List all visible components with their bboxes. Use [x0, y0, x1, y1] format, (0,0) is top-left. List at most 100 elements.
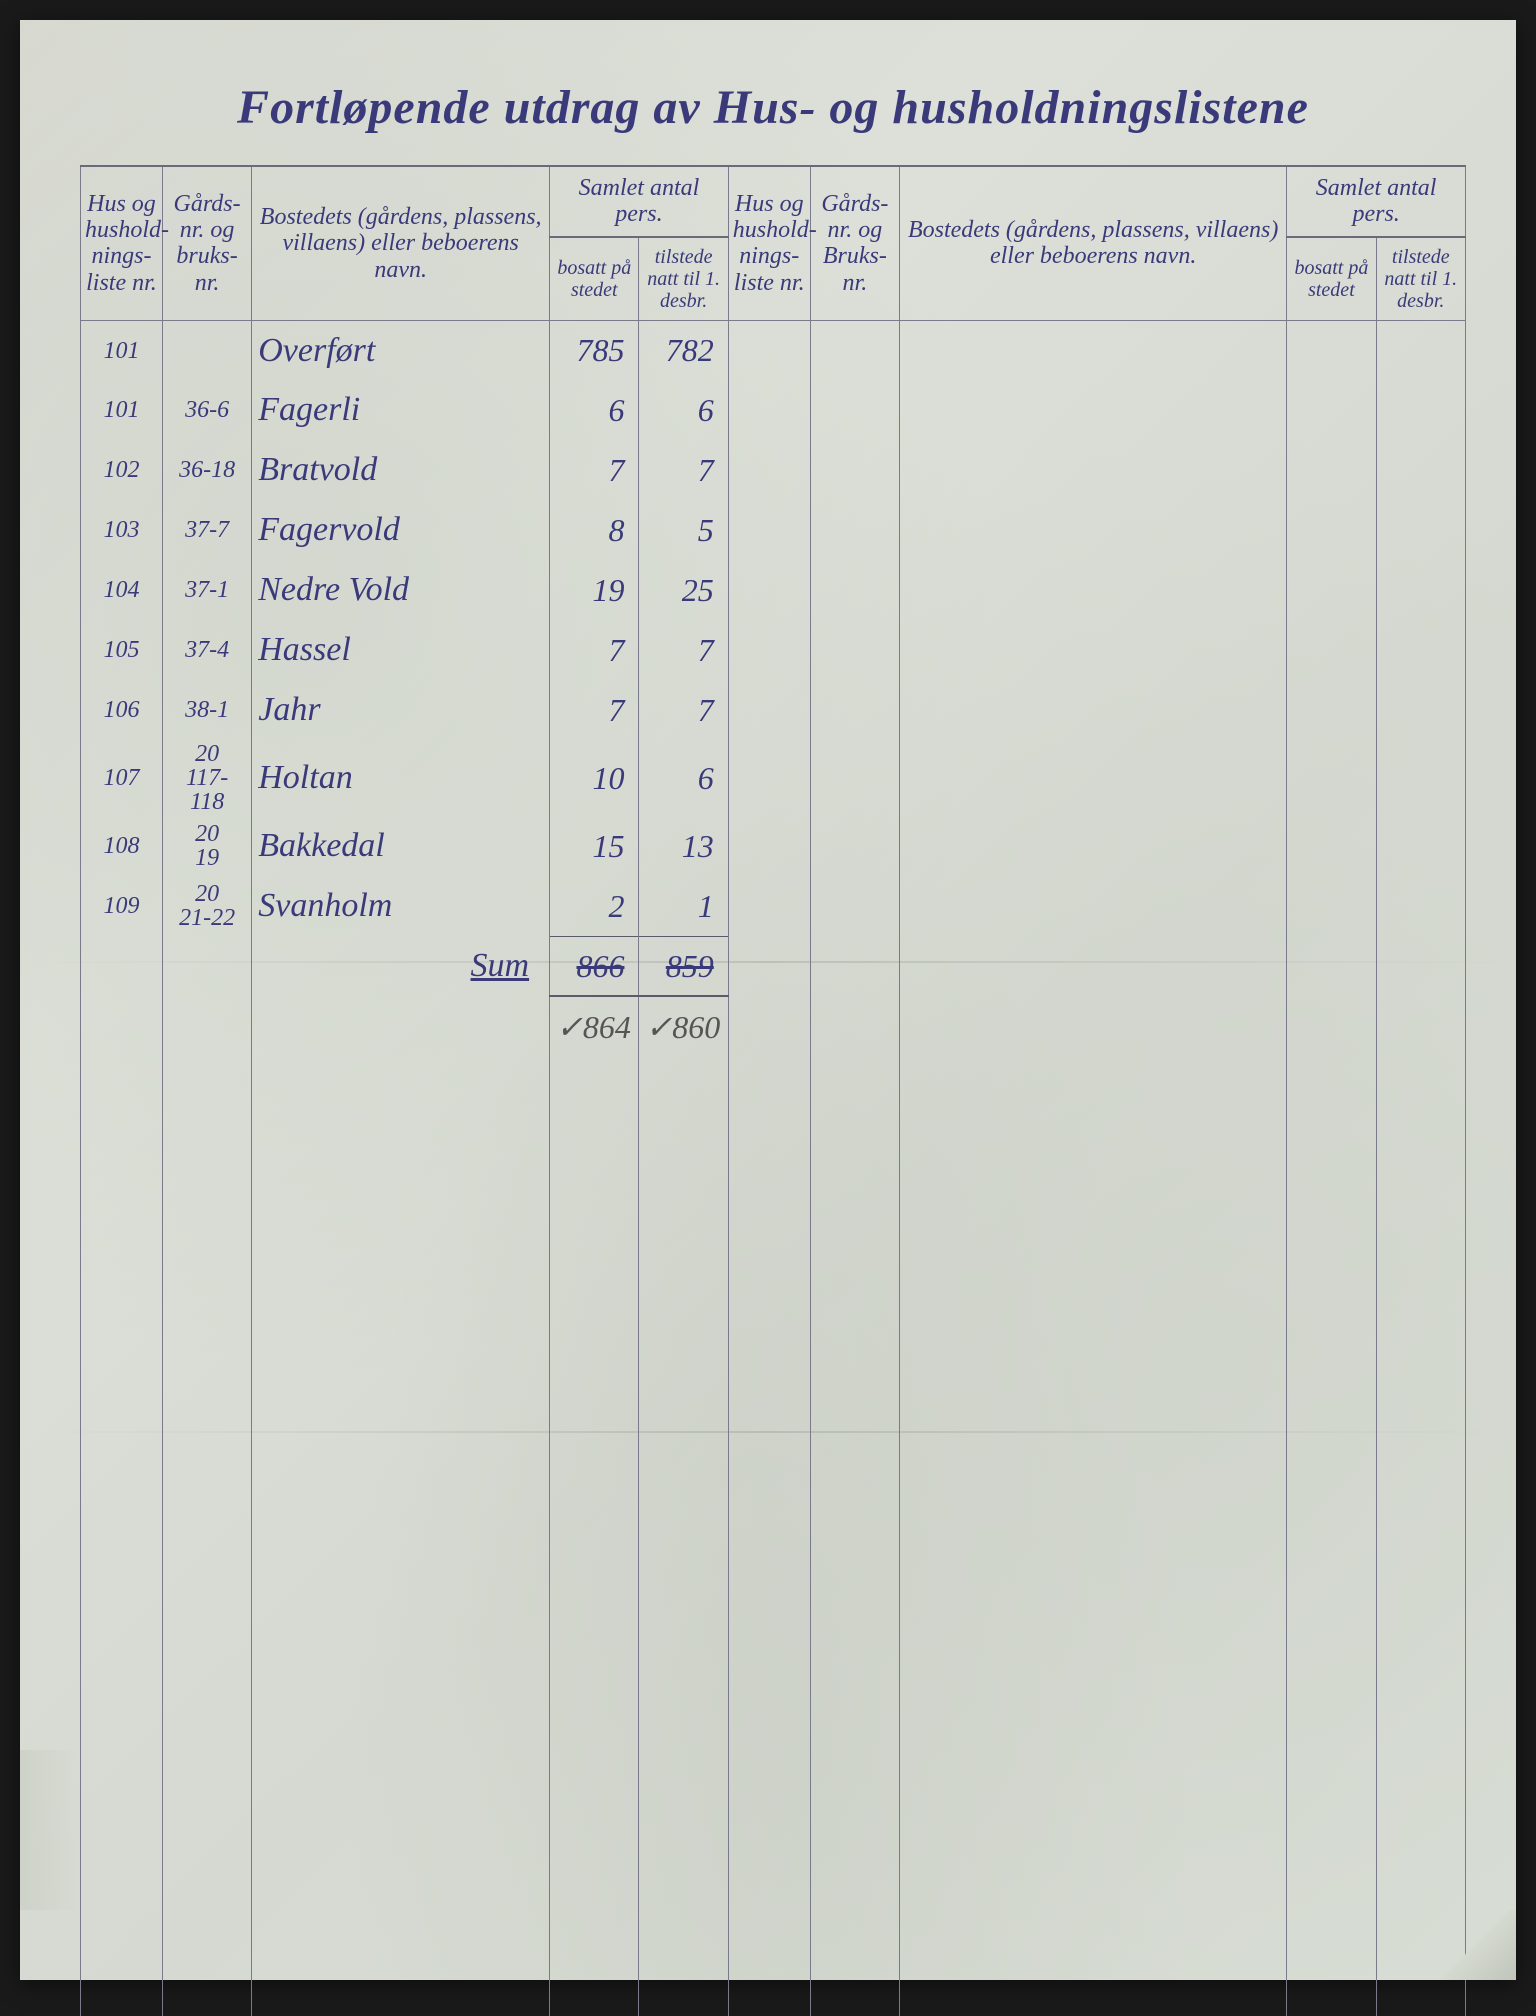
- cell-empty: [162, 1656, 251, 1716]
- cell-empty: [728, 680, 810, 740]
- cell-tilstede: 1: [639, 876, 728, 936]
- cell-empty: [810, 1176, 899, 1236]
- cell-name: Fagerli: [252, 380, 550, 440]
- cell-empty: [162, 1176, 251, 1236]
- cell-bosatt: 15: [550, 816, 639, 876]
- corrected-row: ✓864✓860: [81, 996, 1466, 1056]
- cell-empty: [550, 1836, 639, 1896]
- cell-empty: [1376, 876, 1465, 936]
- cell-empty: [81, 1476, 163, 1536]
- cell-empty: [1287, 1896, 1376, 1956]
- cell-empty: [550, 1296, 639, 1356]
- cell-empty: [639, 1356, 728, 1416]
- cell-empty: [810, 1056, 899, 1116]
- empty-row: [81, 1116, 1466, 1176]
- cell-name: Holtan: [252, 740, 550, 816]
- cell-empty: [900, 1896, 1287, 1956]
- cell-empty: [1376, 1656, 1465, 1716]
- cell-empty: [728, 380, 810, 440]
- col-subheader: bosatt på stedet: [1287, 237, 1376, 321]
- cell-empty: [550, 1596, 639, 1656]
- cell-empty: [728, 620, 810, 680]
- cell-empty: [810, 560, 899, 620]
- table-row: 101 Overført785782: [81, 320, 1466, 380]
- col-header: Gårds-nr. og Bruks-nr.: [810, 166, 899, 320]
- cell-empty: [81, 1896, 163, 1956]
- cell-empty: [252, 1176, 550, 1236]
- cell-tilstede: 782: [639, 320, 728, 380]
- cell-empty: [1376, 1716, 1465, 1776]
- empty-row: [81, 1296, 1466, 1356]
- cell-empty: [1287, 1416, 1376, 1476]
- cell-tilstede: 6: [639, 380, 728, 440]
- cell-empty: [900, 740, 1287, 816]
- cell-empty: [162, 1596, 251, 1656]
- cell-bosatt: 785: [550, 320, 639, 380]
- cell-empty: [639, 1536, 728, 1596]
- cell-nr: 103: [81, 500, 163, 560]
- table-row: 10236-18Bratvold77: [81, 440, 1466, 500]
- cell-empty: [81, 1416, 163, 1476]
- cell-empty: [728, 876, 810, 936]
- cell-empty: [1376, 996, 1465, 1056]
- cell-empty: [550, 1176, 639, 1236]
- cell-empty: [639, 1176, 728, 1236]
- col-header: Bostedets (gårdens, plassens, villaens) …: [252, 166, 550, 320]
- cell-empty: [550, 1776, 639, 1836]
- cell-empty: [550, 1356, 639, 1416]
- cell-empty: [1376, 320, 1465, 380]
- cell-empty: [810, 740, 899, 816]
- col-header: Gårds-nr. og bruks-nr.: [162, 166, 251, 320]
- cell-empty: [810, 1656, 899, 1716]
- cell-empty: [1376, 1836, 1465, 1896]
- empty-row: [81, 1056, 1466, 1116]
- cell-bosatt: 6: [550, 380, 639, 440]
- cell-gnr: 37-7: [162, 500, 251, 560]
- cell-empty: [728, 1476, 810, 1536]
- cell-empty: [900, 1596, 1287, 1656]
- cell-empty: [1376, 560, 1465, 620]
- cell-nr: 101: [81, 320, 163, 380]
- cell-empty: [639, 1776, 728, 1836]
- ledger-body: 101Overført78578210136-6Fagerli6610236-1…: [81, 320, 1466, 2016]
- empty-row: [81, 1476, 1466, 1536]
- cell-name: Jahr: [252, 680, 550, 740]
- table-row: 10337-7Fagervold85: [81, 500, 1466, 560]
- cell-empty: [162, 1116, 251, 1176]
- cell-empty: [728, 1536, 810, 1596]
- cell-empty: [810, 320, 899, 380]
- cell-empty: [810, 816, 899, 876]
- cell-name: Hassel: [252, 620, 550, 680]
- cell-nr: 105: [81, 620, 163, 680]
- cell-name: Overført: [252, 320, 550, 380]
- cell-empty: [1287, 1656, 1376, 1716]
- cell-gnr: 38-1: [162, 680, 251, 740]
- cell-empty: [810, 380, 899, 440]
- cell-empty: [900, 1716, 1287, 1776]
- empty-row: [81, 1356, 1466, 1416]
- cell-empty: [1287, 936, 1376, 996]
- cell-nr: 106: [81, 680, 163, 740]
- cell-empty: [162, 996, 251, 1056]
- cell-empty: [900, 996, 1287, 1056]
- cell-empty: [81, 1956, 163, 2016]
- cell-empty: [1287, 1296, 1376, 1356]
- cell-empty: [728, 560, 810, 620]
- cell-empty: [1376, 680, 1465, 740]
- cell-nr: 102: [81, 440, 163, 500]
- col-subheader: bosatt på stedet: [550, 237, 639, 321]
- cell-empty: [252, 1056, 550, 1116]
- cell-empty: [810, 1476, 899, 1536]
- cell-empty: [900, 876, 1287, 936]
- sum-row: Sum866859: [81, 936, 1466, 996]
- cell-empty: [550, 1236, 639, 1296]
- cell-empty: [728, 936, 810, 996]
- col-header: Hus og hushold-nings-liste nr.: [728, 166, 810, 320]
- header-row-1: Hus og hushold-nings-liste nr. Gårds-nr.…: [81, 166, 1466, 237]
- cell-empty: [728, 320, 810, 380]
- empty-row: [81, 1956, 1466, 2016]
- cell-empty: [1376, 1536, 1465, 1596]
- cell-empty: [900, 1476, 1287, 1536]
- cell-empty: [1376, 440, 1465, 500]
- cell-empty: [1287, 1356, 1376, 1416]
